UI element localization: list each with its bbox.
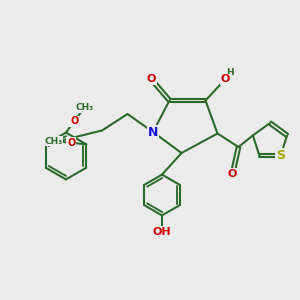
Text: CH₃: CH₃ (44, 136, 62, 146)
Text: S: S (276, 149, 285, 162)
Text: OH: OH (153, 227, 171, 237)
Text: H: H (226, 68, 234, 77)
Text: O: O (147, 74, 156, 85)
Text: CH₃: CH₃ (75, 103, 93, 112)
Text: N: N (148, 125, 158, 139)
Text: O: O (67, 138, 75, 148)
Text: O: O (70, 116, 78, 126)
Text: O: O (220, 74, 230, 85)
Text: O: O (228, 169, 237, 179)
